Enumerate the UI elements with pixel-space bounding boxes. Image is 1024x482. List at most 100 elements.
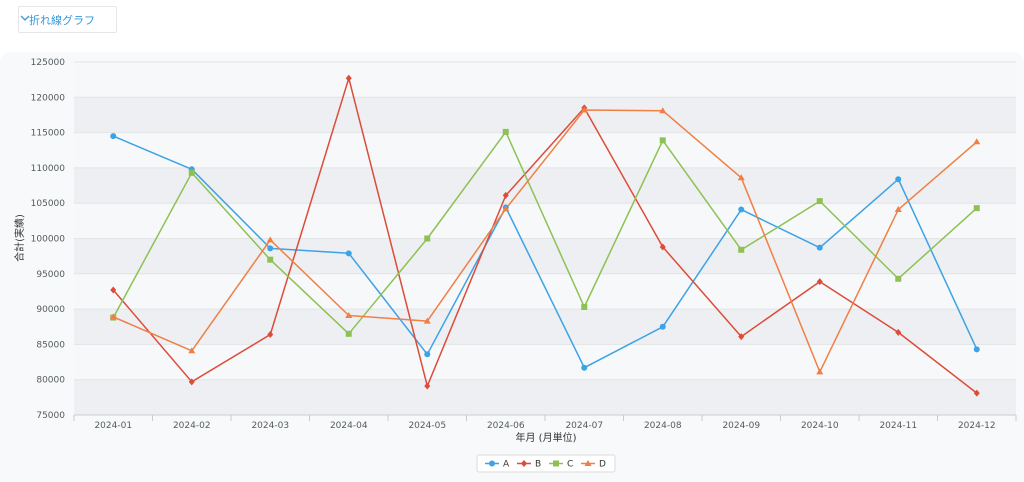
y-tick-label: 115000 <box>31 129 66 139</box>
series-markers <box>109 74 981 397</box>
y-tick-label: 85000 <box>36 340 65 350</box>
series-b-point <box>267 331 274 339</box>
series-d-point <box>188 347 196 354</box>
series-d-point <box>266 236 274 243</box>
series-a-point <box>895 176 902 183</box>
x-tick-label: 2024-08 <box>644 421 682 431</box>
grid-band <box>74 379 1016 415</box>
series-d-point <box>894 206 902 213</box>
series-d-point <box>973 138 981 145</box>
series-c-point <box>816 198 823 205</box>
x-tick-label: 2024-03 <box>251 421 289 431</box>
legend-marker <box>521 460 527 467</box>
series-d-point <box>345 311 353 318</box>
legend-marker <box>553 460 559 467</box>
legend-item-b[interactable]: B <box>517 460 541 470</box>
chevron-down-icon <box>20 15 30 21</box>
x-tick-label: 2024-09 <box>722 421 760 431</box>
series-c-point <box>188 169 195 176</box>
y-tick-label: 110000 <box>31 164 66 174</box>
grid-band <box>74 132 1016 168</box>
series-a-point <box>110 133 117 140</box>
y-axis-title: 合計(実績) <box>13 214 26 262</box>
series-b-point <box>345 74 352 82</box>
grid-band <box>74 97 1016 133</box>
series-c-point <box>738 246 745 253</box>
series-a-point <box>267 245 274 252</box>
series-d-point <box>816 368 824 375</box>
series-b-point <box>110 286 117 294</box>
series-d-point <box>109 313 117 320</box>
series-b-line <box>112 77 978 394</box>
series-d-point <box>423 317 431 324</box>
x-axis-title: 年月 (月単位) <box>516 431 577 444</box>
series-d-point <box>737 174 745 181</box>
legend-item-d[interactable]: D <box>581 460 606 470</box>
legend-marker <box>489 460 495 467</box>
series-b-point <box>659 243 666 251</box>
series-c-point <box>581 303 588 310</box>
series-a-line <box>113 135 978 369</box>
x-tick-label: 2024-07 <box>565 421 603 431</box>
y-tick-label: 100000 <box>31 235 66 245</box>
grid-band <box>74 62 1016 98</box>
series-b-point <box>502 191 509 199</box>
legend-box <box>476 454 616 473</box>
series-a-point <box>816 244 823 251</box>
grid-band <box>74 273 1016 310</box>
legend-label: A <box>503 460 510 470</box>
x-tick-label: 2024-05 <box>408 421 446 431</box>
chart-type-label: 折れ線グラフ <box>29 13 95 27</box>
series-b-point <box>424 382 431 390</box>
x-axis: 2024-01 2024-02 2024-03 2024-04 2024-05 2024-… <box>73 414 1017 431</box>
series-c-point <box>267 256 274 263</box>
series-c-point <box>659 137 666 144</box>
series-b-point <box>816 278 823 286</box>
series-a-point <box>345 250 352 257</box>
series-b-point <box>188 378 195 386</box>
series-b-point <box>738 333 745 341</box>
y-tick-label: 125000 <box>31 58 66 68</box>
series-a-point <box>581 364 588 371</box>
series-d-point <box>502 205 510 212</box>
series-a-point <box>738 206 745 213</box>
x-tick-label: 2024-02 <box>173 421 211 431</box>
series-a-point <box>973 346 980 353</box>
series-c-line <box>112 131 978 335</box>
legend-label: D <box>599 460 606 470</box>
series-lines <box>112 77 978 394</box>
y-tick-label: 90000 <box>36 305 65 315</box>
y-tick-label: 120000 <box>31 93 66 103</box>
x-tick-label: 2024-04 <box>330 421 368 431</box>
legend-item-c[interactable]: C <box>549 460 573 470</box>
chart-type-dropdown[interactable]: 折れ線グラフ <box>18 6 117 33</box>
legend-label: C <box>567 460 573 470</box>
legend: A B C D <box>476 454 616 473</box>
series-c-point <box>895 275 902 282</box>
y-axis-ticks: 75000 80000 85000 90000 95000 100000 105000 110… <box>31 58 66 421</box>
grid-band <box>74 344 1016 380</box>
legend-marker <box>584 460 592 466</box>
legend-item-a[interactable]: A <box>485 460 510 470</box>
series-a-point <box>659 323 666 330</box>
grid-band <box>74 167 1016 204</box>
toolbar: 折れ線グラフ <box>0 0 1024 52</box>
series-b-point <box>895 328 902 336</box>
x-tick-label: 2024-11 <box>879 421 917 431</box>
legend-label: B <box>535 460 541 470</box>
x-tick-label: 2024-12 <box>958 421 996 431</box>
series-a-point <box>424 351 431 358</box>
y-tick-label: 95000 <box>36 270 65 280</box>
grid-band <box>74 238 1016 274</box>
y-tick-label: 75000 <box>36 411 65 421</box>
grid-band <box>74 309 1016 345</box>
series-c-point <box>973 205 980 212</box>
series-c-point <box>502 128 509 135</box>
series-d-line <box>113 109 978 373</box>
grid-bands <box>74 61 1016 416</box>
y-tick-label: 80000 <box>36 376 65 386</box>
series-b-point <box>973 389 980 397</box>
series-c-point <box>424 235 431 242</box>
series-d-point <box>659 107 667 114</box>
